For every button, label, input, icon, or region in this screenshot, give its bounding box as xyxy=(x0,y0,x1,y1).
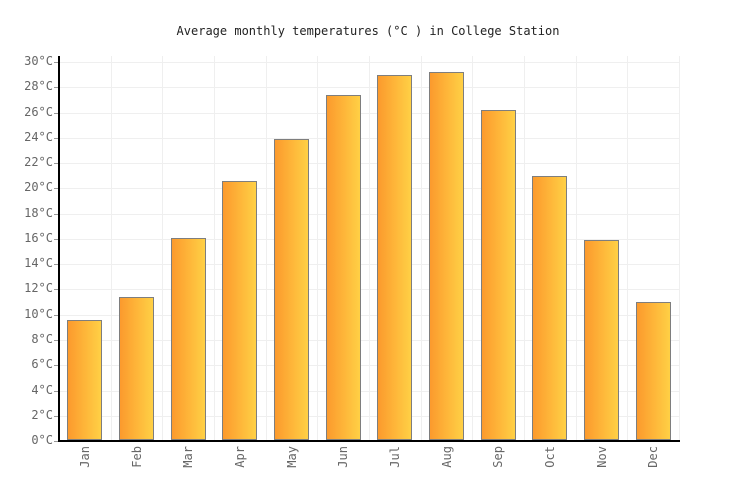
y-tick-mark xyxy=(54,289,59,291)
y-tick-label: 18°C xyxy=(24,205,53,220)
bar-mar xyxy=(170,237,206,440)
y-tick-mark xyxy=(54,213,59,215)
y-tick-label: 28°C xyxy=(24,79,53,94)
y-tick-mark xyxy=(54,238,59,240)
y-tick-mark xyxy=(54,339,59,341)
x-category-label: Nov xyxy=(594,446,609,468)
y-tick-label: 8°C xyxy=(31,331,53,346)
y-tick-mark xyxy=(54,264,59,266)
x-gridline xyxy=(679,56,680,440)
x-gridline xyxy=(369,56,370,440)
bar-jun xyxy=(325,95,361,440)
x-category-label: Jun xyxy=(336,446,351,468)
x-axis-line xyxy=(58,440,680,442)
x-category-label: Jul xyxy=(387,446,402,468)
bar-nov xyxy=(584,240,619,440)
x-gridline xyxy=(214,56,215,440)
y-axis-line xyxy=(58,56,60,442)
y-tick-mark xyxy=(54,415,59,417)
x-gridline xyxy=(524,56,525,440)
bar-feb xyxy=(119,297,154,440)
y-tick-mark xyxy=(54,137,59,139)
x-gridline xyxy=(420,56,422,440)
bar-oct xyxy=(532,176,568,440)
x-category-label: Sep xyxy=(491,446,506,468)
y-tick-mark xyxy=(54,314,59,316)
x-category-label: May xyxy=(284,446,299,468)
y-tick-mark xyxy=(54,62,59,63)
x-gridline xyxy=(110,56,112,440)
y-tick-mark xyxy=(54,365,59,367)
x-category-label: Dec xyxy=(646,446,661,468)
y-tick-label: 10°C xyxy=(24,306,53,321)
y-tick-label: 26°C xyxy=(24,104,53,119)
bar-apr xyxy=(222,181,258,440)
y-tick-label: 6°C xyxy=(31,357,53,372)
x-gridline xyxy=(627,56,629,440)
y-tick-mark xyxy=(54,163,59,165)
y-tick-label: 30°C xyxy=(24,54,53,68)
x-category-label: Oct xyxy=(542,446,557,468)
x-category-label: Mar xyxy=(181,446,196,468)
y-tick-mark xyxy=(54,188,59,190)
x-category-label: Feb xyxy=(129,446,144,468)
y-tick-mark xyxy=(54,112,59,114)
x-gridline xyxy=(317,56,319,440)
y-tick-mark xyxy=(54,87,59,89)
y-tick-label: 20°C xyxy=(24,180,53,195)
x-category-label: Aug xyxy=(439,446,454,468)
y-tick-label: 16°C xyxy=(24,230,53,245)
bar-aug xyxy=(429,72,464,440)
x-category-label: Apr xyxy=(232,446,247,468)
x-gridline xyxy=(575,56,577,440)
y-tick-label: 0°C xyxy=(31,433,53,447)
x-gridline xyxy=(265,56,267,440)
y-tick-label: 12°C xyxy=(24,281,53,296)
y-tick-label: 22°C xyxy=(24,155,53,170)
y-tick-label: 4°C xyxy=(31,382,53,397)
y-tick-label: 24°C xyxy=(24,129,53,144)
y-tick-label: 14°C xyxy=(24,256,53,271)
bar-jul xyxy=(377,74,413,440)
bar-dec xyxy=(635,302,671,440)
chart-title: Average monthly temperatures (°C ) in Co… xyxy=(176,24,560,38)
y-tick-label: 2°C xyxy=(31,407,53,422)
y-tick-mark xyxy=(54,390,59,392)
bar-sep xyxy=(480,110,516,440)
y-tick-mark xyxy=(54,441,59,442)
bar-jan xyxy=(67,320,103,440)
bar-may xyxy=(274,139,309,440)
x-category-label: Jan xyxy=(77,446,92,468)
x-gridline xyxy=(472,56,474,440)
x-gridline xyxy=(162,56,164,440)
